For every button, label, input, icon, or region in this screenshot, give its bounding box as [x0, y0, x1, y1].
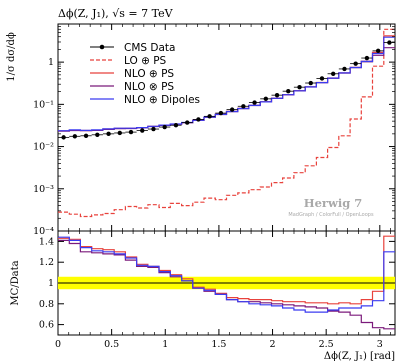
series-line-1 — [58, 28, 395, 218]
data-point — [218, 110, 224, 116]
watermark-generators: MadGraph / ColorFull / OpenLoops — [288, 212, 374, 218]
ratio-y-tick-label: 1.4 — [39, 236, 54, 247]
data-point — [106, 131, 111, 137]
top-panel-plot — [58, 28, 396, 218]
top-y-tick-label: 10⁻³ — [33, 184, 54, 195]
series-line-2 — [58, 35, 395, 132]
data-point — [162, 124, 167, 130]
ratio-panel-plot — [58, 235, 395, 330]
x-tick-label: 0.5 — [104, 339, 119, 350]
x-tick-label: 2 — [270, 339, 276, 350]
x-tick-label: 0 — [55, 339, 61, 350]
data-point — [263, 96, 269, 102]
data-point — [308, 80, 313, 86]
series-line-4 — [58, 36, 395, 132]
data-point — [364, 55, 370, 61]
ratio-y-axis-label: MC/Data — [10, 260, 21, 305]
data-point — [241, 104, 246, 109]
x-tick-label: 1.5 — [211, 339, 226, 350]
legend-label-3: NLO ⊗ PS — [124, 81, 174, 93]
data-point — [342, 66, 347, 72]
top-y-tick-label: 1 — [48, 57, 54, 68]
legend-label-1: LO ⊕ PS — [124, 55, 167, 67]
ratio-y-tick-label: 0.8 — [39, 299, 54, 310]
data-point — [252, 100, 257, 105]
top-y-axis-label: 1/σ dσ/dϕ — [6, 32, 17, 82]
data-point — [173, 123, 179, 128]
ratio-line-0 — [58, 235, 395, 305]
legend-label-4: NLO ⊕ Dipoles — [124, 94, 200, 106]
data-point — [353, 61, 358, 66]
data-point — [196, 117, 201, 122]
x-tick-label: 2.5 — [319, 339, 334, 350]
x-axis-label: Δϕ(Z, J₁) [rad] — [324, 351, 395, 362]
legend-marker-point — [99, 44, 105, 50]
data-point — [229, 107, 235, 112]
axes: 10⁻⁴ 10⁻³ 10⁻² 10⁻¹ 1 0.6 0.8 1 1.2 1.4 0 0.5 1 1.5 2 2… — [33, 23, 395, 350]
legend-label-0: CMS Data — [124, 42, 175, 54]
data-point — [207, 114, 212, 119]
data-point — [297, 84, 302, 90]
data-point — [387, 40, 392, 45]
data-point — [95, 132, 100, 137]
ratio-y-tick-label: 0.6 — [39, 320, 54, 331]
data-point — [72, 134, 78, 139]
ratio-line-2 — [58, 236, 395, 313]
data-point — [140, 128, 145, 133]
data-point — [185, 120, 190, 125]
ratio-y-tick-label: 1 — [48, 278, 54, 289]
x-tick-label: 3 — [377, 339, 383, 350]
legend-label-2: NLO ⊕ PS — [124, 68, 174, 80]
data-point — [286, 88, 291, 94]
chart-title: Δϕ(Z, J₁), √s = 7 TeV — [58, 7, 174, 20]
watermark-herwig: Herwig 7 — [304, 196, 363, 210]
data-point — [83, 133, 89, 138]
top-y-tick-label: 10⁻⁴ — [33, 226, 54, 237]
data-point — [375, 48, 381, 54]
data-point — [319, 76, 325, 81]
data-point — [274, 92, 280, 98]
ratio-y-tick-label: 1.2 — [39, 257, 54, 268]
data-point — [128, 129, 134, 135]
data-point — [61, 135, 66, 140]
data-point — [151, 126, 156, 132]
data-point — [331, 71, 336, 76]
x-tick-label: 1 — [162, 339, 168, 350]
top-y-tick-label: 10⁻¹ — [33, 99, 54, 110]
data-point — [117, 130, 122, 136]
top-y-tick-label: 10⁻² — [33, 142, 54, 153]
